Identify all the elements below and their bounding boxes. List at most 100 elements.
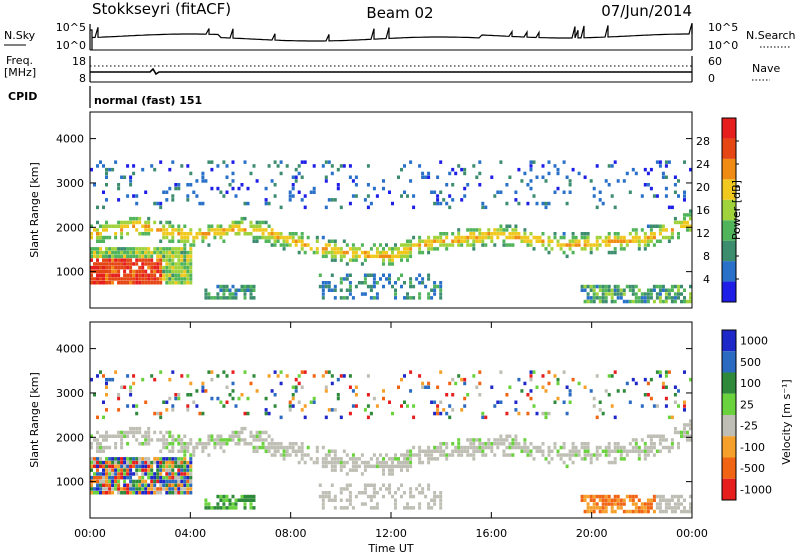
power-cell: [156, 258, 160, 262]
velocity-cell: [135, 487, 139, 491]
velocity-cell: [523, 449, 527, 453]
velocity-cell: [388, 472, 391, 476]
velocity-cell: [388, 487, 391, 491]
power-cell: [526, 235, 530, 240]
power-cell: [345, 262, 349, 266]
velocity-cell: [592, 506, 596, 510]
power-cell: [267, 164, 271, 168]
power-cell: [610, 292, 614, 296]
velocity-cell: [168, 479, 172, 484]
power-cell: [490, 239, 494, 243]
velocity-cell: [132, 374, 136, 378]
power-cell: [117, 250, 121, 255]
power-cell: [237, 232, 241, 236]
velocity-cell: [258, 430, 262, 435]
velocity-cell: [207, 434, 211, 438]
velocity-cell: [547, 411, 551, 416]
velocity-cell: [427, 453, 431, 457]
velocity-cell: [93, 438, 96, 442]
velocity-cell: [418, 506, 422, 510]
power-cell: [90, 265, 93, 270]
power-cell: [481, 235, 485, 240]
power-cell: [532, 194, 536, 198]
power-cell: [463, 239, 467, 243]
power-cell: [610, 239, 614, 243]
power-cell: [246, 288, 250, 292]
velocity-cell: [583, 457, 587, 461]
velocity-cell: [102, 487, 105, 491]
power-cell: [243, 296, 247, 300]
velocity-cell: [216, 374, 220, 378]
power-cell: [604, 243, 608, 247]
velocity-cell: [667, 498, 671, 502]
velocity-cell: [186, 460, 190, 465]
velocity-colorbar-segment: [722, 478, 736, 500]
velocity-cell: [427, 445, 431, 450]
power-cell: [246, 232, 250, 236]
velocity-cell: [680, 434, 683, 438]
velocity-cell: [300, 442, 304, 446]
y-tick-label: 2000: [56, 431, 84, 444]
velocity-cell: [541, 453, 545, 457]
velocity-cell: [144, 457, 148, 461]
power-cell: [634, 299, 638, 304]
power-cell: [342, 164, 346, 168]
velocity-cell: [677, 498, 680, 502]
velocity-cell: [400, 494, 403, 499]
power-cell: [397, 250, 400, 255]
velocity-cell: [219, 438, 223, 442]
power-cell: [138, 232, 142, 236]
power-cell: [457, 228, 461, 232]
power-cell: [240, 284, 244, 289]
power-cell: [409, 239, 413, 243]
power-cell: [351, 247, 355, 251]
velocity-cell: [664, 502, 668, 506]
velocity-cell: [105, 479, 108, 484]
power-cell: [96, 232, 99, 236]
power-cell: [231, 220, 235, 225]
power-cell: [472, 232, 476, 236]
power-cell: [680, 220, 683, 225]
power-cell: [243, 216, 247, 221]
power-cell: [273, 232, 277, 236]
power-cell: [547, 235, 551, 240]
power-cell: [406, 250, 409, 255]
power-cell: [129, 175, 133, 179]
velocity-cell: [607, 494, 611, 499]
power-cell: [111, 262, 115, 266]
velocity-cell: [267, 411, 271, 416]
velocity-cell: [607, 502, 611, 506]
velocity-cell: [556, 449, 560, 453]
velocity-cell: [159, 491, 163, 495]
power-cell: [204, 179, 208, 183]
power-cell: [565, 254, 569, 259]
power-cell: [661, 171, 665, 176]
velocity-cell: [544, 389, 548, 393]
velocity-cell: [529, 396, 533, 401]
velocity-cell: [327, 494, 331, 499]
velocity-cell: [333, 408, 337, 412]
power-cell: [183, 235, 187, 240]
power-cell: [589, 284, 593, 289]
velocity-cell: [375, 502, 379, 506]
velocity-cell: [222, 442, 226, 446]
power-cell: [529, 164, 533, 168]
velocity-cell: [670, 509, 674, 514]
velocity-cell: [427, 449, 431, 453]
y-tick-label: 3000: [56, 387, 84, 400]
power-cell: [382, 262, 385, 266]
velocity-cell: [391, 472, 394, 476]
power-cell: [445, 201, 449, 206]
velocity-cell: [451, 449, 455, 453]
velocity-cell: [126, 464, 130, 469]
power-cell: [348, 284, 352, 289]
velocity-cell: [598, 498, 602, 502]
power-cell: [183, 269, 187, 274]
power-cell: [604, 292, 608, 296]
power-cell: [99, 254, 102, 259]
velocity-cell: [306, 453, 310, 457]
velocity-cell: [330, 374, 334, 378]
power-cell: [177, 281, 181, 285]
power-cell: [300, 247, 304, 251]
